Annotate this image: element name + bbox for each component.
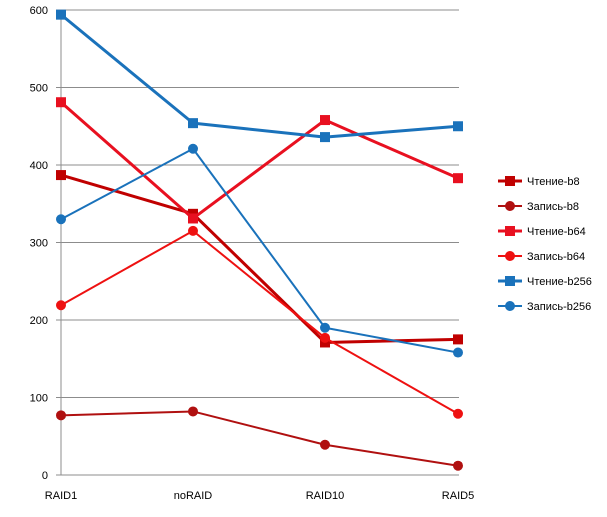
data-point [188,118,198,129]
data-point [56,214,66,225]
x-tick-label: RAID10 [306,490,345,502]
legend-label: Запись-b64 [527,251,585,263]
y-tick-label: 300 [30,238,48,250]
y-tick-label: 400 [30,160,48,172]
y-tick-label: 0 [42,470,48,482]
x-tick-label: noRAID [174,490,213,502]
series-line [60,229,459,415]
data-point [320,322,330,333]
legend-entry: Чтение-b64 [498,226,586,238]
legend-label: Чтение-b256 [527,276,592,288]
data-point [453,121,463,132]
legend-marker [505,226,515,236]
data-point [453,408,463,419]
series-line [60,147,459,354]
series-5 [56,143,463,358]
series-line [59,13,460,139]
legend-marker [505,176,515,186]
y-tick-label: 200 [30,315,48,327]
data-point [320,439,330,450]
series-0 [56,170,463,348]
y-tick-label: 600 [30,5,48,17]
series-2 [56,97,463,224]
legend-entry: Запись-b64 [498,251,585,263]
data-point [188,143,198,154]
data-point [56,97,66,108]
legend-marker [505,301,515,311]
series-1 [56,406,463,471]
legend-marker [505,276,515,286]
data-point [188,213,198,224]
data-point [188,225,198,236]
series-lines [56,9,463,471]
data-point [320,132,330,143]
legend-marker [505,251,515,261]
y-tick-label: 100 [30,393,48,405]
gridlines [61,9,459,476]
data-point [453,347,463,358]
data-point [320,115,330,126]
legend-label: Запись-b8 [527,201,579,213]
legend-entry: Запись-b8 [498,201,579,213]
data-point [56,410,66,421]
legend-label: Чтение-b8 [527,176,580,188]
x-tick-label: RAID5 [442,490,474,502]
data-point [56,300,66,311]
data-point [56,170,66,181]
legend: Чтение-b8 Запись-b8 Чтение-b64 Запись-b64 Чт… [498,176,592,313]
series-line [59,173,460,344]
legend-entry: Чтение-b256 [498,276,592,288]
data-point [453,173,463,184]
series-4 [56,9,463,143]
data-point [188,406,198,417]
legend-entry: Запись-b256 [498,301,591,313]
legend-label: Запись-b256 [527,301,591,313]
x-tick-label: RAID1 [45,490,77,502]
series-3 [56,225,463,419]
y-tick-label: 500 [30,83,48,95]
data-point [453,460,463,471]
series-line [59,100,460,220]
data-point [453,334,463,345]
legend-label: Чтение-b64 [527,226,586,238]
legend-entry: Чтение-b8 [498,176,580,188]
data-point [320,332,330,343]
data-point [56,9,66,20]
axes: 0 100 200 300 400 500 600 RAID1 noRAID RAID10 RAID… [30,5,475,502]
legend-marker [505,201,515,211]
series-line [60,410,459,467]
